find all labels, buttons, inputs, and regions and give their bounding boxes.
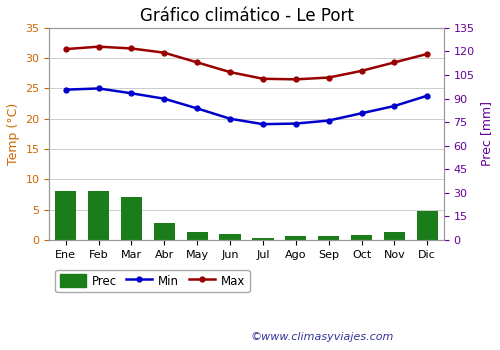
Bar [285,236,306,240]
Bar [88,191,110,240]
Y-axis label: Prec [mm]: Prec [mm] [480,102,493,166]
Y-axis label: Temp (°C): Temp (°C) [7,103,20,165]
Legend: Prec, Min, Max: Prec, Min, Max [55,270,250,292]
Title: Gráfico climático - Le Port: Gráfico climático - Le Port [140,7,354,25]
Bar [55,191,76,240]
Bar [121,197,142,240]
Bar [384,231,405,240]
Bar [416,211,438,240]
Bar [154,223,175,240]
Bar [186,231,208,240]
Bar [351,236,372,240]
Text: ©www.climasyviajes.com: ©www.climasyviajes.com [250,332,394,342]
Bar [318,236,340,240]
Bar [252,238,274,240]
Bar [220,233,240,240]
